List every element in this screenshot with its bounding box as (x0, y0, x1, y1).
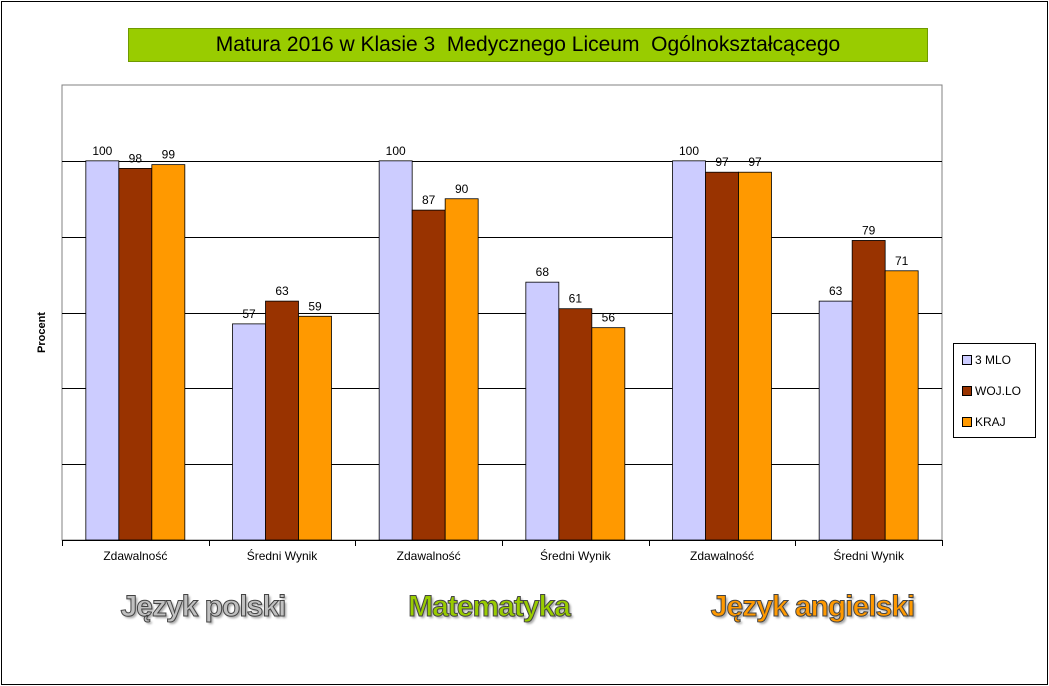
data-label: 98 (129, 151, 143, 165)
legend-label-3mlo: 3 MLO (975, 353, 1012, 367)
bar (525, 281, 560, 541)
bar (151, 164, 186, 541)
data-label: 97 (715, 155, 729, 169)
data-label: 71 (895, 254, 909, 268)
x-tick-label: Zdawalność (103, 549, 167, 563)
x-tick-label: Średni Wynik (540, 548, 612, 563)
bar (705, 171, 739, 541)
legend-swatch-kraj (962, 417, 972, 427)
bar (558, 308, 593, 541)
legend: 3 MLO WOJ.LO KRAJ (953, 343, 1036, 438)
x-tick-label: Zdawalność (397, 549, 461, 563)
y-axis-label: Procent (36, 312, 48, 353)
bar (85, 160, 120, 541)
plot-area (61, 84, 943, 541)
data-label: 100 (679, 144, 699, 158)
bar (672, 160, 706, 541)
x-tick-label: Średni Wynik (833, 548, 905, 563)
bar (118, 168, 153, 541)
data-label: 57 (242, 307, 256, 321)
data-label: 100 (92, 144, 112, 158)
bar (884, 270, 919, 541)
legend-swatch-3mlo (962, 355, 972, 365)
data-label: 87 (422, 193, 436, 207)
data-label: 99 (162, 148, 176, 162)
data-label: 90 (455, 182, 469, 196)
data-label: 56 (602, 311, 616, 325)
bar (738, 171, 772, 541)
data-label: 63 (829, 284, 843, 298)
data-label: 61 (569, 292, 583, 306)
data-label: 68 (536, 265, 550, 279)
data-label: 100 (386, 144, 406, 158)
data-label: 59 (308, 299, 322, 313)
subject-label-math: Matematyka (408, 590, 572, 624)
bar (591, 327, 626, 541)
bar (851, 240, 886, 541)
subject-label-polish: Język polski (120, 590, 287, 624)
bar (232, 323, 266, 541)
bar (444, 198, 479, 541)
bar (411, 209, 446, 541)
bar (298, 315, 332, 541)
legend-label-wojlo: WOJ.LO (975, 384, 1022, 398)
data-label: 79 (862, 223, 876, 237)
legend-item-wojlo: WOJ.LO (962, 384, 1021, 398)
data-label: 97 (748, 155, 762, 169)
x-tick-label: Średni Wynik (247, 548, 319, 563)
data-label: 63 (275, 284, 289, 298)
legend-item-kraj: KRAJ (962, 415, 1006, 429)
bar (265, 300, 299, 541)
legend-swatch-wojlo (962, 386, 972, 396)
x-tick-label: Zdawalność (690, 549, 754, 563)
legend-item-3mlo: 3 MLO (962, 353, 1011, 367)
bar (818, 300, 853, 541)
legend-label-kraj: KRAJ (975, 415, 1006, 429)
chart-title: Matura 2016 w Klasie 3 Medycznego Liceum… (128, 28, 928, 62)
subject-label-english: Język angielski (710, 590, 915, 624)
bar (378, 160, 413, 541)
